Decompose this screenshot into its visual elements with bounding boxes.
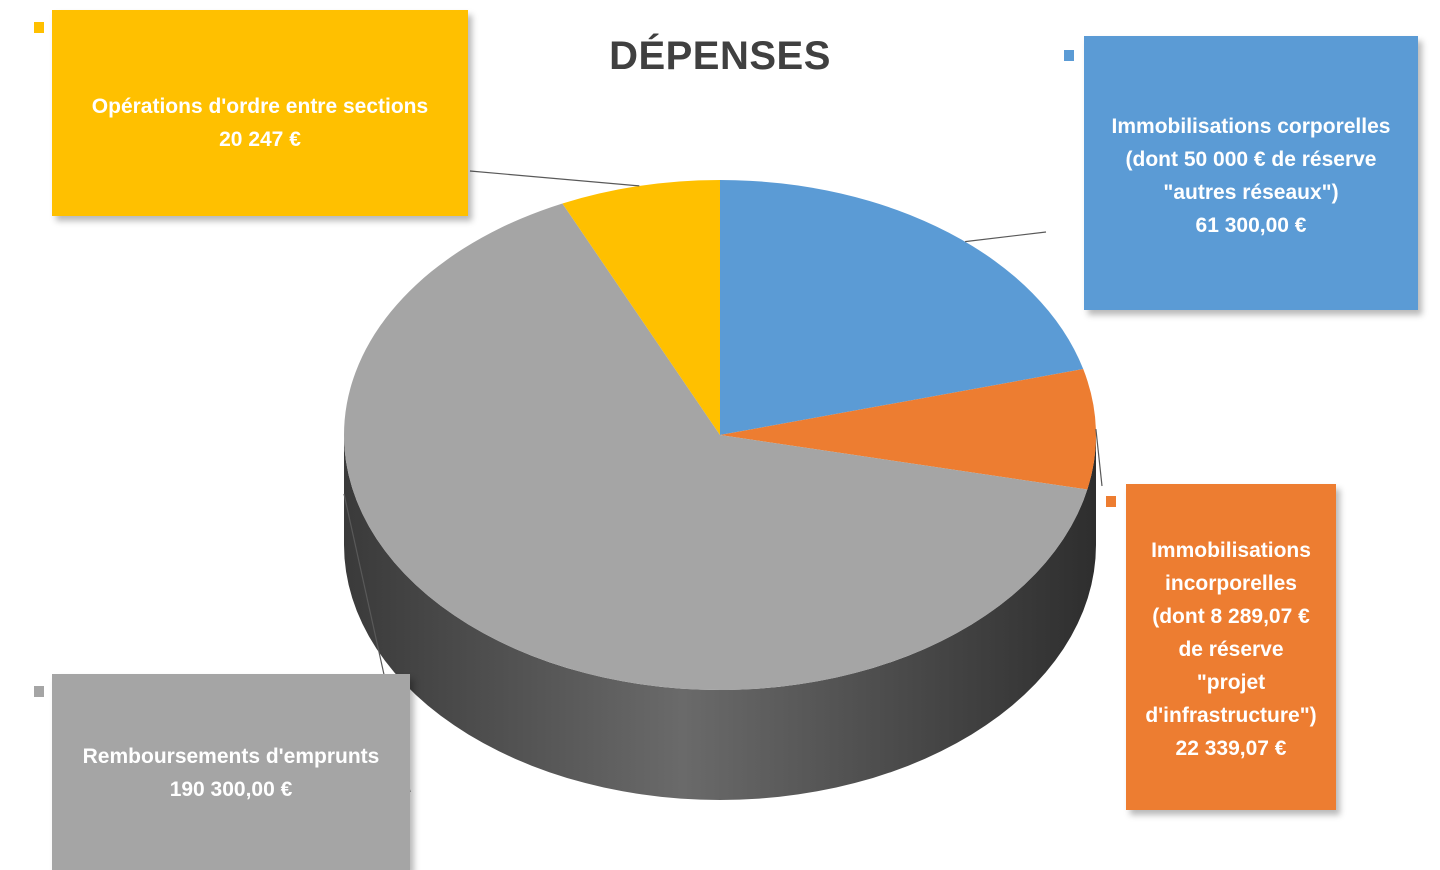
pie-top bbox=[344, 180, 1096, 690]
chart-title: DÉPENSES bbox=[609, 34, 831, 78]
label-corporelles-line-3: 61 300,00 € bbox=[1195, 214, 1307, 237]
label-box-emprunts: Remboursements d'emprunts 190 300,00 € bbox=[52, 674, 410, 870]
leader-line-incorporelles bbox=[1095, 429, 1103, 487]
label-incorporelles-line-2: (dont 8 289,07 € bbox=[1152, 605, 1310, 628]
pie-slice-ordre bbox=[562, 180, 720, 435]
legend-key-corporelles bbox=[1064, 50, 1074, 61]
legend-key-incorporelles bbox=[1106, 496, 1116, 507]
label-box-corporelles: Immobilisations corporelles (dont 50 000… bbox=[1084, 36, 1418, 310]
label-incorporelles-line-3: de réserve bbox=[1178, 638, 1284, 661]
label-box-incorporelles: Immobilisations incorporelles (dont 8 28… bbox=[1126, 484, 1336, 810]
leader-line-ordre bbox=[469, 170, 640, 187]
label-box-ordre: Opérations d'ordre entre sections 20 247… bbox=[52, 10, 468, 216]
pie-slice-incorporelles bbox=[720, 369, 1096, 490]
pie-slice-corporelles bbox=[720, 180, 1084, 435]
leader-line-corporelles bbox=[965, 231, 1047, 243]
label-incorporelles-line-5: d'infrastructure") bbox=[1145, 704, 1317, 727]
pie-depth bbox=[344, 435, 1096, 800]
pie-slice-emprunts bbox=[344, 203, 1088, 690]
pie-side-band bbox=[344, 435, 1096, 800]
label-incorporelles-line-1: incorporelles bbox=[1165, 572, 1297, 595]
legend-key-emprunts bbox=[34, 686, 44, 697]
label-incorporelles-line-6: 22 339,07 € bbox=[1175, 737, 1287, 760]
label-incorporelles-line-4: "projet bbox=[1196, 671, 1266, 694]
label-emprunts-line-0: Remboursements d'emprunts bbox=[82, 745, 380, 768]
label-incorporelles-line-0: Immobilisations bbox=[1151, 539, 1311, 562]
label-ordre-line-0: Opérations d'ordre entre sections bbox=[91, 95, 429, 118]
label-corporelles-line-0: Immobilisations corporelles bbox=[1111, 115, 1391, 138]
legend-key-ordre bbox=[34, 22, 44, 33]
label-ordre-line-1: 20 247 € bbox=[219, 128, 301, 151]
label-corporelles-line-1: (dont 50 000 € de réserve bbox=[1125, 148, 1377, 171]
label-corporelles-line-2: "autres réseaux") bbox=[1163, 181, 1339, 204]
label-emprunts-line-1: 190 300,00 € bbox=[169, 778, 293, 801]
